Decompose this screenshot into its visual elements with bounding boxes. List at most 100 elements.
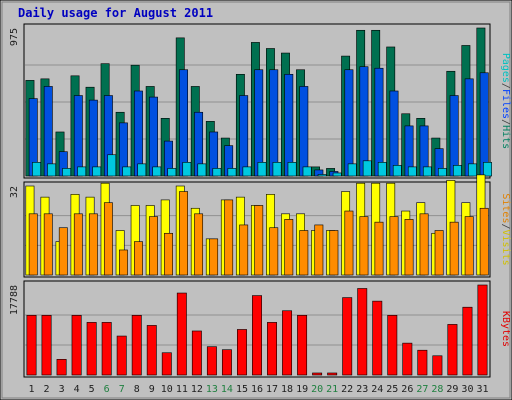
bar-files-day-15 [239,95,249,177]
x-tick-label: 22 [341,384,353,395]
bar-pages-day-27 [422,166,432,177]
bar-sites-day-16 [254,205,264,276]
bar-pages-day-26 [407,166,417,177]
bar-sites-day-11 [179,191,189,276]
bar-files-day-19 [299,86,309,177]
bar-kbytes-day-11 [176,292,187,376]
x-tick-label: 19 [296,384,308,395]
bar-pages-day-16 [257,162,267,177]
bar-pages-day-28 [437,168,447,177]
bar-files-day-11 [179,69,189,177]
bar-pages-day-18 [287,162,297,177]
bar-pages-day-9 [152,166,162,177]
bar-kbytes-day-15 [237,329,247,376]
bar-sites-day-10 [164,232,173,276]
x-tick-label: 16 [251,384,263,395]
x-tick-label: 11 [176,384,188,395]
side-legend-files-label: Files [500,89,511,119]
side-legend--label: / [500,83,511,89]
bar-pages-day-1 [32,162,41,177]
x-tick-label: 15 [236,384,248,395]
bar-sites-day-1 [28,213,38,276]
bar-kbytes-day-20 [312,372,323,376]
bar-pages-day-2 [47,163,57,177]
bar-kbytes-day-2 [41,314,52,376]
bar-kbytes-day-25 [387,314,398,376]
panels-layer: 975Pages/Files/Hits32Sites/Visits17788KB… [9,23,511,378]
x-tick-label: 13 [206,384,218,395]
bar-sites-day-17 [269,227,279,276]
bar-files-day-2 [43,86,53,177]
bar-pages-day-14 [227,168,237,177]
panel-visits-max-label: 32 [9,186,20,198]
side-legend-hits-label: Hits [500,125,511,149]
bar-sites-day-3 [58,227,68,276]
bar-pages-day-13 [212,168,222,177]
bar-sites-day-21 [329,230,339,276]
x-tick-label: 24 [371,384,383,395]
bar-kbytes-day-22 [342,297,353,376]
bar-kbytes-day-8 [131,314,142,376]
bar-sites-day-25 [389,216,399,276]
bar-kbytes-day-23 [357,288,368,376]
bar-kbytes-day-30 [462,306,473,376]
bar-pages-day-31 [483,162,492,177]
bar-kbytes-day-18 [282,310,293,376]
x-tick-label: 7 [119,384,125,395]
bar-pages-day-12 [197,163,207,177]
x-tick-label: 3 [59,384,65,395]
x-tick-label: 14 [221,384,233,395]
bar-kbytes-day-14 [221,349,232,376]
bar-kbytes-day-6 [101,322,112,376]
bar-files-day-9 [149,96,158,177]
x-tick-label: 30 [461,384,473,395]
bar-sites-day-28 [434,230,444,276]
panel-hits-max-label: 975 [9,28,20,46]
bar-kbytes-day-4 [71,314,82,376]
bar-pages-day-17 [272,162,282,177]
bar-sites-day-19 [299,230,309,276]
x-tick-label: 25 [386,384,398,395]
bar-files-day-29 [449,95,459,177]
side-legend-visits-label: Visits [500,230,511,266]
side-legend-pages-label: Pages [500,53,511,83]
chart-title: Daily usage for August 2011 [18,6,213,20]
panel-visits-side-legend: Sites/Visits [500,193,511,265]
side-legend-kbytes-label: KBytes [500,311,511,347]
side-legend--label: / [500,119,511,125]
bar-files-day-4 [73,95,83,177]
bar-kbytes-day-29 [447,324,458,376]
bar-sites-day-26 [404,219,414,276]
bar-sites-day-6 [103,202,113,276]
bar-kbytes-day-31 [477,284,488,376]
bar-files-day-5 [88,99,98,177]
x-tick-label: 1 [29,384,35,395]
panel-kbytes-side-legend: KBytes [500,311,511,347]
bar-kbytes-day-7 [116,335,127,376]
panel-hits-side-legend: Pages/Files/Hits [500,53,511,149]
x-tick-label: 21 [326,384,338,395]
bar-kbytes-day-24 [372,300,383,376]
bar-sites-day-4 [73,213,83,276]
bar-sites-day-29 [449,221,459,276]
x-tick-label: 4 [74,384,80,395]
bar-pages-day-25 [392,165,402,177]
bar-pages-day-8 [137,163,147,177]
x-tick-label: 2 [44,384,50,395]
x-tick-label: 20 [311,384,323,395]
bar-kbytes-day-13 [206,346,217,376]
x-tick-label: 18 [281,384,293,395]
bar-sites-day-20 [314,224,324,276]
bar-pages-day-19 [302,166,312,177]
panel-kbytes: 17788 KBytes [9,280,511,378]
bar-pages-day-10 [167,168,177,177]
bar-files-day-8 [134,90,143,177]
bar-kbytes-day-26 [402,342,413,376]
bar-pages-day-30 [468,163,477,177]
bar-sites-day-9 [149,216,158,276]
bar-sites-day-23 [359,216,369,276]
bar-pages-day-15 [242,166,252,177]
bar-sites-day-15 [239,224,249,276]
